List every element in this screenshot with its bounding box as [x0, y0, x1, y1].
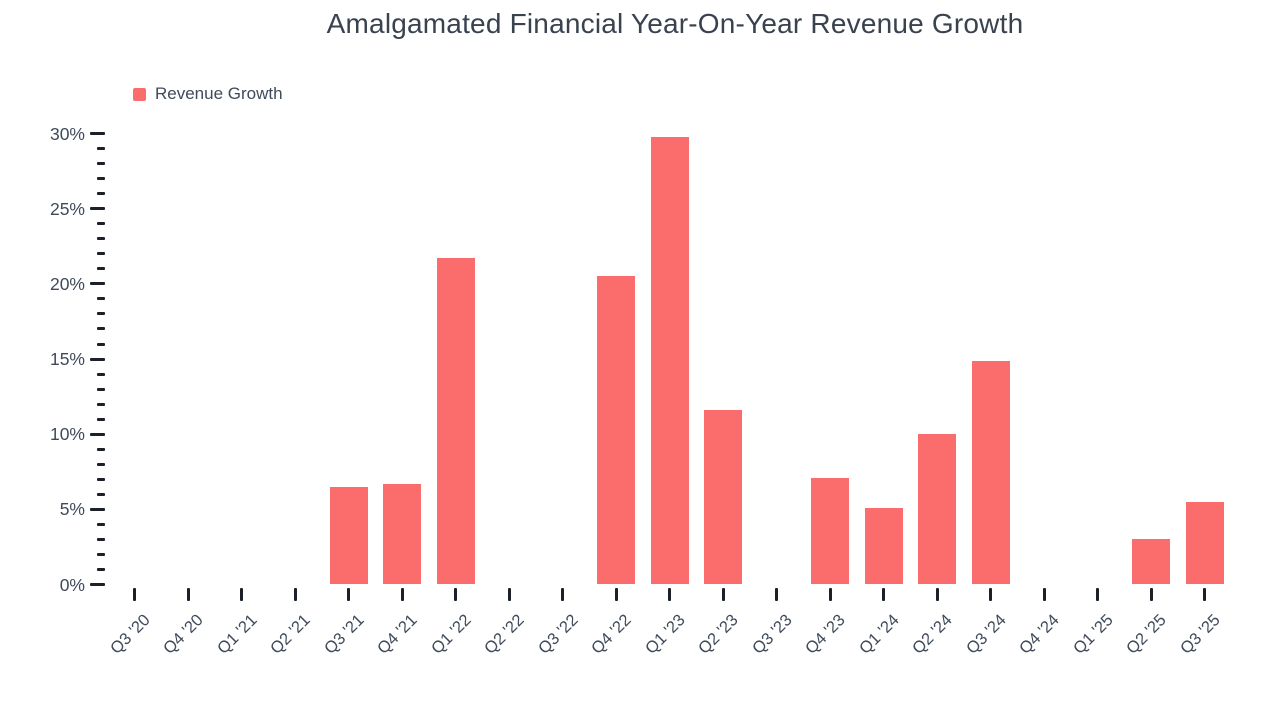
x-axis-label: Q3 '22: [534, 611, 582, 658]
y-axis-major-tick: [90, 357, 105, 361]
legend-item-revenue-growth[interactable]: Revenue Growth: [133, 84, 283, 104]
x-axis-label: Q2 '25: [1122, 611, 1170, 658]
x-axis-label: Q1 '21: [213, 611, 261, 658]
y-axis-major-tick: [90, 132, 105, 136]
x-axis-label: Q3 '20: [106, 611, 154, 658]
y-axis-minor-tick: [97, 267, 105, 271]
y-axis-major-tick: [90, 432, 105, 436]
x-axis-tick: [1149, 588, 1153, 601]
x-axis-tick: [507, 588, 511, 601]
x-axis-label: Q1 '22: [427, 611, 475, 658]
x-axis-tick: [1203, 588, 1206, 601]
y-axis-minor-tick: [97, 372, 105, 376]
x-axis-label: Q4 '24: [1015, 611, 1063, 658]
x-axis-tick: [882, 588, 885, 601]
x-axis-tick: [1042, 588, 1046, 601]
x-axis-label: Q2 '22: [480, 611, 528, 658]
x-axis-tick: [347, 588, 350, 601]
x-axis-label: Q3 '25: [1176, 611, 1224, 658]
y-axis-major-tick: [90, 583, 105, 586]
x-axis-tick: [989, 588, 992, 601]
x-axis-label: Q1 '23: [641, 611, 689, 658]
y-axis-major-tick: [90, 507, 105, 511]
y-axis-minor-tick: [97, 537, 105, 541]
x-axis-tick: [775, 588, 778, 601]
y-axis-minor-tick: [97, 327, 105, 331]
x-axis-label: Q2 '21: [266, 611, 314, 658]
x-axis-label: Q3 '23: [748, 611, 796, 658]
revenue-bar[interactable]: [650, 136, 689, 585]
y-axis-label: 30%: [49, 123, 85, 144]
revenue-bar[interactable]: [811, 477, 849, 585]
y-axis-minor-tick: [97, 567, 105, 571]
y-axis-major-tick: [90, 207, 105, 211]
revenue-bar[interactable]: [704, 410, 742, 585]
x-axis-tick: [828, 588, 832, 601]
y-axis-minor-tick: [97, 237, 105, 241]
y-axis-minor-tick: [97, 477, 105, 481]
y-axis-minor-tick: [97, 462, 105, 466]
legend-label: Revenue Growth: [155, 84, 283, 103]
x-axis-tick: [721, 588, 725, 601]
x-axis-tick: [1096, 588, 1099, 601]
x-axis-label: Q3 '21: [320, 611, 368, 658]
x-axis-tick: [935, 588, 939, 601]
x-axis-label: Q2 '24: [908, 611, 956, 658]
revenue-bar[interactable]: [1132, 539, 1170, 585]
x-axis-tick: [186, 588, 190, 601]
y-axis-minor-tick: [97, 402, 105, 406]
y-axis-minor-tick: [97, 297, 105, 301]
x-axis-label: Q1 '25: [1069, 611, 1117, 658]
y-axis-minor-tick: [97, 342, 105, 346]
revenue-bar[interactable]: [1185, 501, 1224, 585]
x-axis-label: Q2 '23: [694, 611, 742, 658]
x-axis-label: Q1 '24: [855, 611, 903, 658]
y-axis-minor-tick: [97, 522, 105, 526]
y-axis-minor-tick: [97, 417, 105, 421]
revenue-bar[interactable]: [436, 258, 475, 585]
revenue-bar[interactable]: [329, 486, 368, 585]
x-axis-label: Q4 '21: [373, 611, 421, 658]
y-axis-label: 15%: [49, 349, 85, 370]
x-axis-label: Q4 '20: [159, 611, 207, 658]
x-axis-tick: [400, 588, 404, 601]
revenue-bar[interactable]: [383, 483, 421, 585]
x-axis-label: Q4 '23: [801, 611, 849, 658]
y-axis-minor-tick: [97, 387, 105, 391]
x-axis-tick: [240, 588, 243, 601]
y-axis-minor-tick: [97, 162, 105, 166]
x-axis-tick: [668, 588, 671, 601]
y-axis-major-tick: [90, 282, 105, 286]
x-axis-tick: [561, 588, 564, 601]
y-axis-label: 20%: [49, 273, 85, 294]
y-axis-minor-tick: [97, 147, 105, 151]
x-axis-tick: [454, 588, 457, 601]
y-axis-label: 25%: [49, 198, 85, 219]
y-axis-minor-tick: [97, 447, 105, 451]
revenue-bar[interactable]: [864, 507, 903, 585]
x-axis-label: Q4 '22: [587, 611, 635, 658]
revenue-bar[interactable]: [597, 276, 635, 585]
chart-title: Amalgamated Financial Year-On-Year Reven…: [326, 8, 1024, 39]
y-axis-label: 10%: [49, 424, 85, 445]
y-axis-minor-tick: [97, 492, 105, 496]
x-axis-label: Q3 '24: [962, 611, 1010, 658]
y-axis-minor-tick: [97, 312, 105, 316]
y-axis-minor-tick: [97, 177, 105, 181]
y-axis-minor-tick: [97, 222, 105, 226]
x-axis-tick: [293, 588, 297, 601]
y-axis-minor-tick: [97, 252, 105, 256]
y-axis-label: 0%: [59, 574, 85, 595]
legend-swatch-icon: [133, 87, 146, 101]
x-axis-tick: [614, 588, 618, 601]
y-axis-minor-tick: [97, 552, 105, 556]
x-axis-tick: [133, 588, 136, 601]
revenue-bar[interactable]: [918, 434, 956, 585]
y-axis-minor-tick: [97, 192, 105, 196]
y-axis-label: 5%: [59, 499, 85, 520]
revenue-bar[interactable]: [971, 360, 1010, 585]
